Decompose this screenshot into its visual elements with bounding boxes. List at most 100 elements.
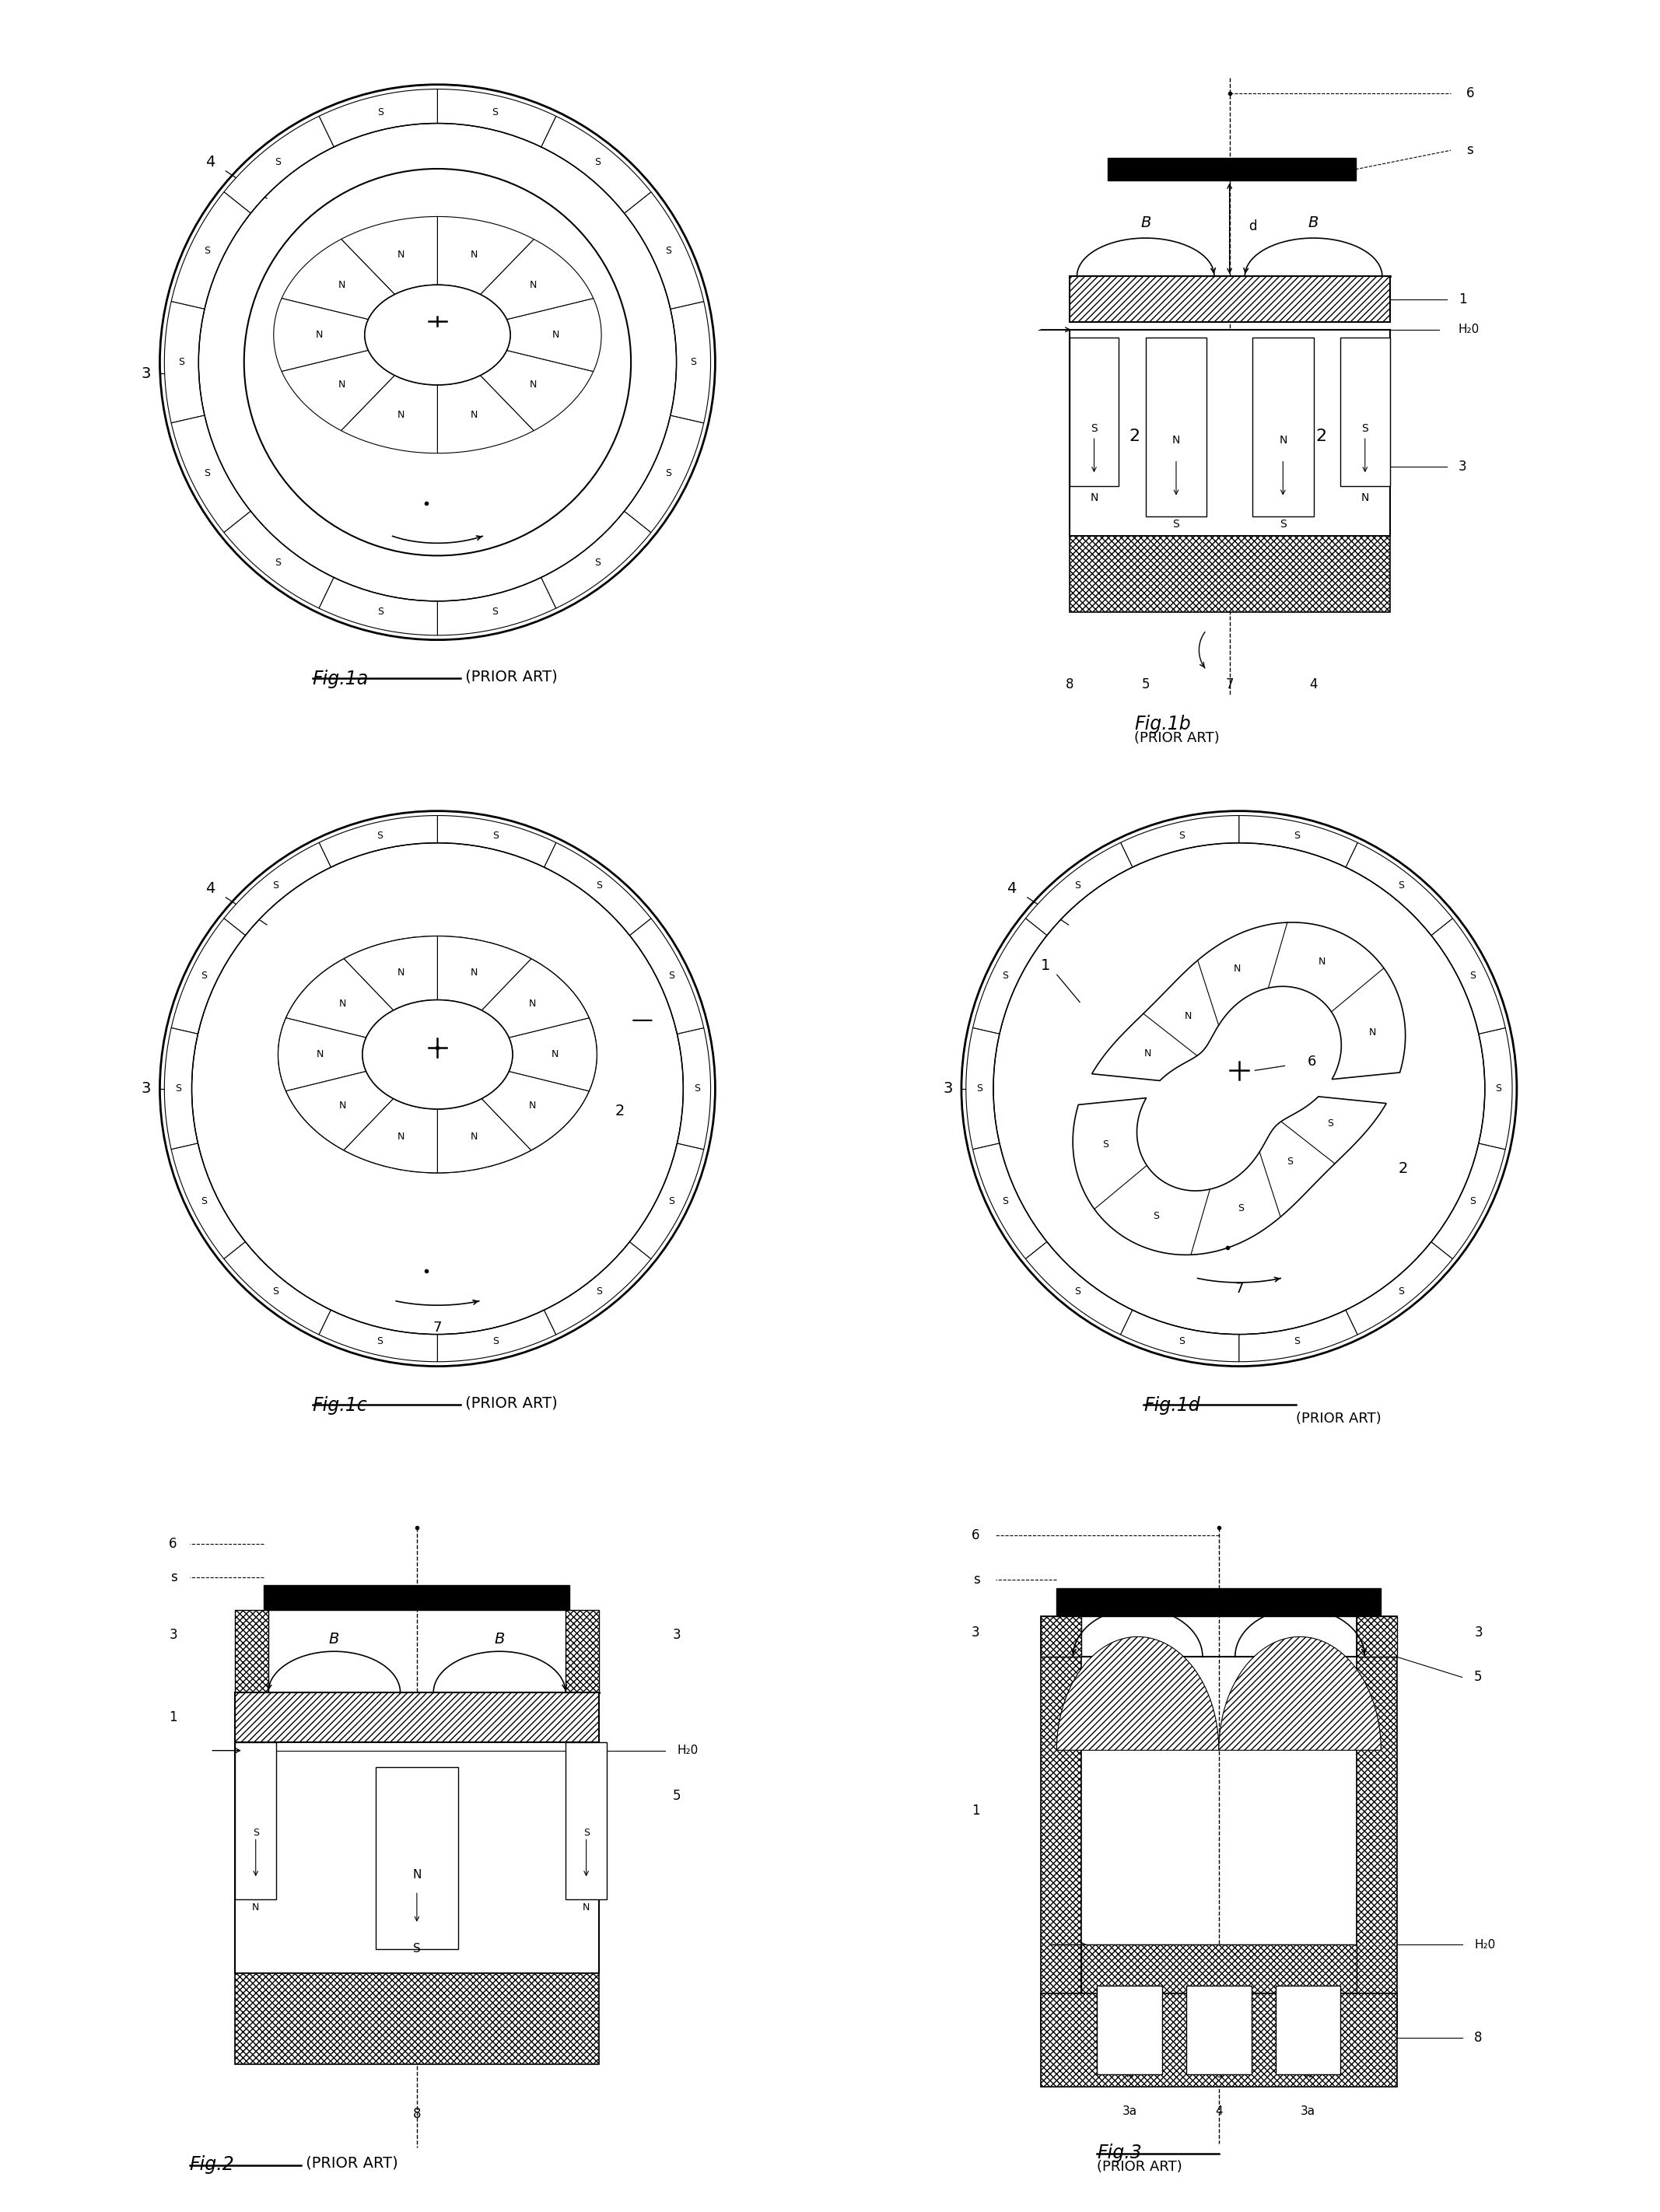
Polygon shape [624,416,704,533]
Bar [375,1767,458,1949]
Text: 3: 3 [1459,460,1467,473]
Bar [566,1743,608,1900]
Polygon shape [624,192,704,310]
Polygon shape [171,192,251,310]
Polygon shape [966,1029,999,1150]
Text: S: S [491,606,498,617]
Polygon shape [1026,1241,1132,1334]
Text: 1: 1 [1041,958,1051,973]
Text: S: S [583,1827,589,1838]
Polygon shape [319,88,438,146]
Polygon shape [671,301,710,422]
Text: Fig.1b: Fig.1b [1134,714,1190,734]
Text: S: S [1398,880,1404,891]
Bar [1145,336,1207,518]
Bar [264,1586,569,1610]
Polygon shape [541,511,651,608]
Text: S: S [276,557,281,568]
Text: 3: 3 [169,1628,178,1641]
Text: S: S [666,246,671,257]
Text: Fig.2: Fig.2 [189,2154,234,2174]
Bar [1252,336,1313,518]
Text: S: S [377,832,383,841]
Bar [236,1743,599,1973]
Polygon shape [481,1071,589,1150]
Polygon shape [171,1144,246,1259]
Text: S: S [669,971,674,982]
Text: N: N [339,281,345,290]
Text: S: S [1305,2033,1311,2044]
Text: N: N [1278,436,1286,445]
Text: S: S [276,157,281,168]
Polygon shape [342,217,438,294]
Text: H₂0: H₂0 [677,1745,699,1756]
Bar [1107,157,1356,181]
Polygon shape [1431,1144,1506,1259]
Text: N: N [339,1099,347,1110]
Text: S: S [174,1084,181,1093]
Text: S: S [1215,2070,1222,2079]
Text: 1: 1 [971,1805,979,1818]
Polygon shape [541,117,651,212]
Text: S: S [669,1197,674,1206]
Bar [236,1610,269,1692]
Text: 4: 4 [206,880,214,896]
Bar [1069,336,1119,487]
Polygon shape [1072,1097,1386,1254]
Text: S: S [491,1336,498,1347]
Polygon shape [319,816,438,867]
Text: S: S [691,356,697,367]
Text: Fig.1a: Fig.1a [312,670,369,688]
Polygon shape [1120,816,1238,867]
Text: N: N [470,1133,478,1141]
Text: s: s [1466,144,1472,157]
Text: S: S [1293,1336,1300,1347]
Text: Fig.1d: Fig.1d [1144,1396,1200,1413]
Text: (PRIOR ART): (PRIOR ART) [1134,714,1220,745]
Text: 4: 4 [1215,2106,1222,2117]
Text: N: N [1144,1048,1152,1060]
Text: S: S [1152,1210,1159,1221]
Text: 4: 4 [1310,677,1318,692]
Polygon shape [279,1018,367,1091]
Polygon shape [224,1241,330,1334]
Circle shape [244,168,631,555]
Text: 4: 4 [1006,880,1016,896]
Text: S: S [694,1084,701,1093]
Text: d: d [1248,219,1257,234]
Text: S: S [1469,971,1476,982]
Text: 8: 8 [1066,677,1074,692]
Polygon shape [282,239,395,319]
Polygon shape [544,1241,651,1334]
Text: S: S [204,469,209,478]
Text: 7: 7 [1235,1283,1243,1296]
Text: S: S [204,246,209,257]
Text: N: N [1361,491,1370,502]
Text: 8: 8 [1474,2031,1482,2046]
Text: 3a: 3a [1122,2106,1137,2117]
Bar [1057,1588,1381,1617]
Polygon shape [438,88,556,146]
Text: N: N [252,1902,259,1913]
Ellipse shape [365,285,510,385]
Text: 2: 2 [1129,429,1140,445]
Text: —: — [631,1009,652,1031]
Text: S: S [491,832,498,841]
Text: N: N [1233,964,1242,973]
Text: S: S [252,1827,259,1838]
Text: S: S [1074,1287,1081,1296]
Ellipse shape [362,1000,513,1108]
Polygon shape [164,1029,198,1150]
Text: S: S [596,880,603,891]
Text: N: N [398,967,405,978]
Polygon shape [1346,843,1452,936]
Text: S: S [413,1942,420,1955]
Text: S: S [201,971,208,982]
Polygon shape [171,416,251,533]
Polygon shape [1238,816,1358,867]
Text: N: N [1185,1011,1192,1022]
Text: s: s [171,1571,178,1584]
Text: 2: 2 [614,1104,624,1119]
Text: 2: 2 [1398,1161,1408,1175]
Polygon shape [344,936,438,1011]
